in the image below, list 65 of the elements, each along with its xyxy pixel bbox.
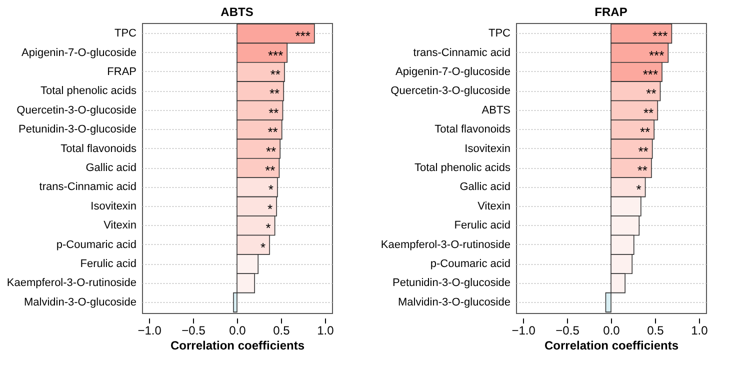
- y-tick-label: Gallic acid: [86, 162, 136, 174]
- y-tick-label: Isovitexin: [90, 200, 136, 212]
- y-tick-label: Isovitexin: [464, 142, 510, 155]
- y-tick-label: Total phenolic acids: [414, 162, 511, 174]
- x-tick-label: −1.0: [512, 324, 536, 338]
- data-label: **: [266, 144, 276, 159]
- data-label: *: [268, 182, 274, 198]
- y-tick-label: Ferulic acid: [80, 258, 136, 270]
- y-tick-label: Vitexin: [478, 200, 510, 212]
- data-label: **: [270, 66, 280, 82]
- data-label: **: [268, 124, 278, 140]
- data-label: *: [636, 182, 642, 198]
- y-tick-label: p-Coumaric acid: [56, 238, 136, 251]
- data-label: *: [268, 201, 273, 216]
- data-label: ***: [295, 28, 310, 44]
- x-axis-title: Correlation coefficients: [544, 338, 679, 352]
- y-tick-label: Quercetin-3-O-glucoside: [16, 104, 136, 116]
- y-tick-label: Kaempferol-3-O-rutinoside: [6, 277, 136, 290]
- x-tick-label: 1.0: [317, 324, 334, 338]
- data-label: **: [637, 163, 648, 178]
- y-tick-label: Petunidin-3-O-glucoside: [18, 124, 136, 136]
- y-tick-label: trans-Cinnamic acid: [413, 46, 510, 59]
- y-tick-label: Kaempferol-3-O-rutinoside: [380, 238, 510, 251]
- x-tick-label: −1.0: [138, 324, 162, 338]
- data-label: ***: [648, 48, 664, 63]
- y-tick-label: Quercetin-3-O-glucoside: [390, 85, 510, 98]
- y-tick-label: Total flavonoids: [60, 142, 137, 155]
- data-label: ***: [268, 48, 284, 63]
- y-tick-label: trans-Cinnamic acid: [39, 181, 136, 194]
- y-tick-label: Gallic acid: [460, 181, 510, 194]
- x-axis-title: Correlation coefficients: [170, 338, 305, 352]
- data-label: **: [646, 86, 656, 102]
- y-tick-label: Malvidin-3-O-glucoside: [24, 296, 136, 308]
- y-tick-label: FRAP: [107, 66, 136, 78]
- y-tick-label: Vitexin: [104, 220, 136, 232]
- y-tick-label: Petunidin-3-O-glucoside: [392, 277, 510, 290]
- y-tick-label: Malvidin-3-O-glucoside: [398, 296, 510, 308]
- y-tick-label: ABTS: [482, 104, 510, 116]
- y-tick-label: Total phenolic acids: [40, 85, 137, 98]
- y-tick-label: TPC: [488, 28, 511, 40]
- data-label: **: [643, 105, 654, 120]
- y-tick-label: Ferulic acid: [454, 220, 510, 232]
- x-tick-label: −0.5: [556, 324, 580, 338]
- data-label: **: [268, 105, 279, 120]
- x-tick-label: 0.5: [273, 324, 290, 338]
- chart-title: FRAP: [594, 5, 628, 19]
- y-tick-label: TPC: [114, 28, 137, 40]
- data-label: *: [260, 240, 266, 255]
- data-label: **: [640, 124, 650, 140]
- data-label: ***: [642, 66, 658, 82]
- y-tick-label: Apigenin-7-O-glucoside: [22, 46, 136, 59]
- chart-title: ABTS: [220, 5, 254, 19]
- data-label: **: [265, 163, 276, 178]
- data-label: ***: [652, 28, 668, 44]
- y-tick-label: p-Coumaric acid: [430, 258, 510, 270]
- x-tick-label: 0.0: [603, 324, 620, 338]
- data-label: **: [638, 144, 648, 159]
- x-tick-label: −0.5: [182, 324, 206, 338]
- y-tick-label: Apigenin-7-O-glucoside: [396, 66, 510, 78]
- x-tick-label: 0.0: [229, 324, 246, 338]
- data-label: *: [266, 220, 271, 236]
- y-tick-label: Total flavonoids: [434, 124, 511, 136]
- x-tick-label: 0.5: [647, 324, 664, 338]
- x-tick-label: 1.0: [691, 324, 708, 338]
- data-label: **: [269, 86, 280, 102]
